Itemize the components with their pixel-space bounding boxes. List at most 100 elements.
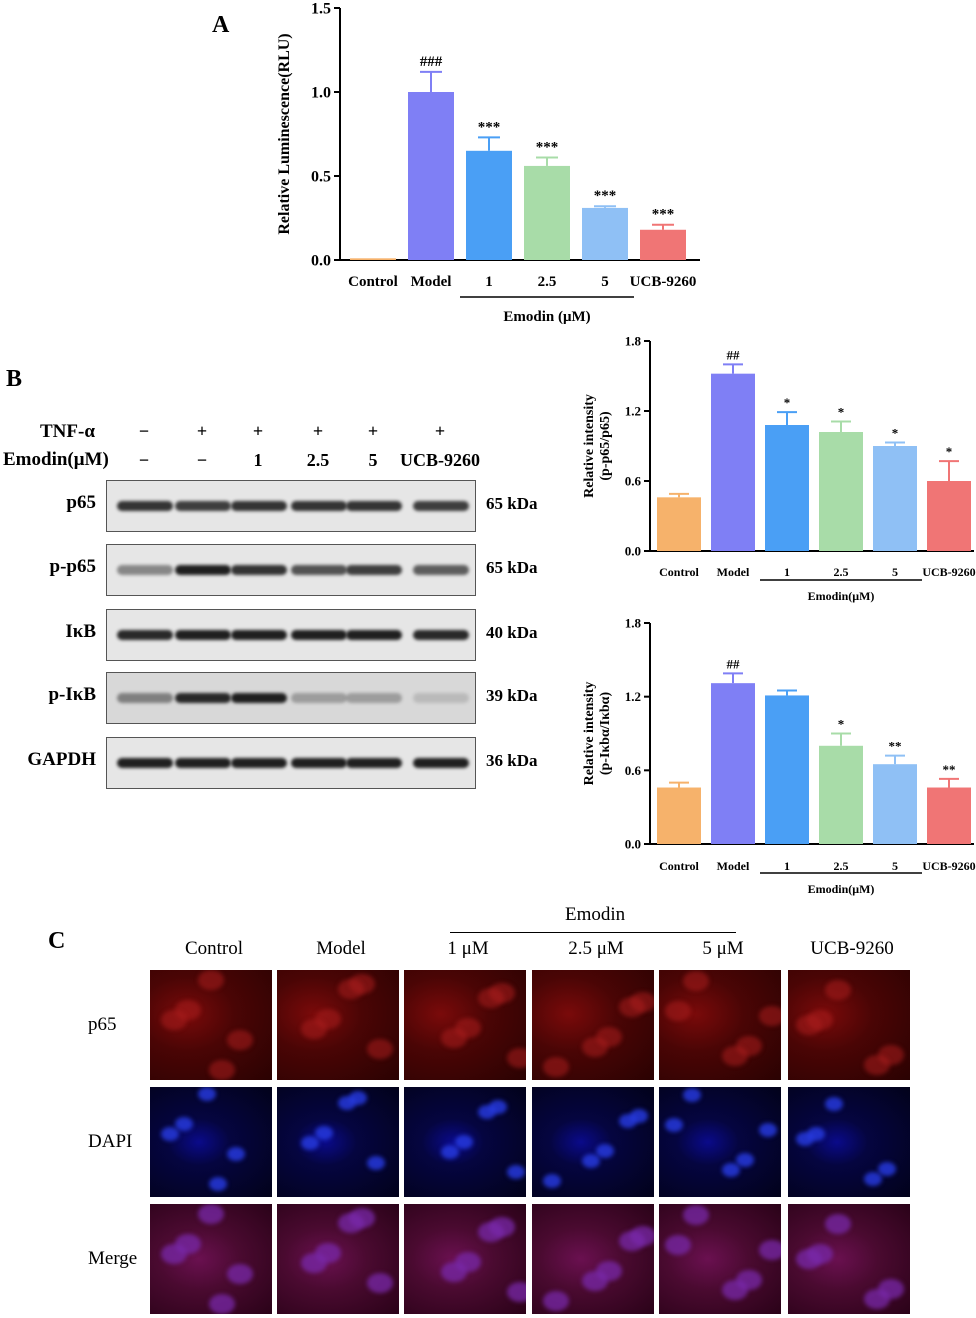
blot-band (117, 565, 173, 575)
bar (657, 497, 701, 551)
blot-kda-label: 40 kDa (486, 623, 538, 642)
blot-band (291, 758, 347, 768)
nucleus-mark (683, 1088, 701, 1102)
nucleus-mark (619, 1114, 637, 1128)
blot-protein-label: IκB (65, 621, 96, 642)
cell-mark (759, 1240, 781, 1260)
microscopy-tile (404, 1087, 526, 1197)
microscopy-tile (277, 970, 399, 1080)
nucleus-mark (227, 1147, 245, 1161)
microscopy-column-label: 1 μM (447, 938, 489, 959)
significance-label: * (838, 405, 845, 420)
cell-mark (338, 1213, 364, 1233)
microscopy-column-label: 5 μM (702, 938, 744, 959)
cell-mark (619, 1231, 645, 1251)
category-label: Model (717, 565, 750, 579)
emodin-condition: − (196, 450, 208, 470)
blot-band (175, 630, 231, 640)
blot-band (175, 693, 231, 703)
microscopy-tile (150, 970, 272, 1080)
cell-mark (367, 1039, 393, 1059)
luminescence-chart: 0.0 0.5 1.0 1.5 Relative Luminescence(RLU) Co… (276, 1, 700, 325)
cell-mark (796, 1015, 822, 1035)
microscopy-tile (277, 1087, 399, 1197)
nucleus-mark (338, 1096, 356, 1110)
nucleus-mark (864, 1172, 882, 1186)
tnf-condition: + (252, 421, 264, 441)
significance-label: ** (889, 739, 902, 754)
cell-mark (582, 1037, 608, 1057)
nucleus-mark (543, 1174, 561, 1188)
blot-band (231, 565, 287, 575)
cell-mark (759, 1006, 781, 1026)
cell-mark (722, 1046, 748, 1066)
ikb-ratio-chart: 0.0 0.6 1.2 1.8 Relative intensity (p-Iκbα/Iκ… (582, 616, 976, 896)
nucleus-mark (209, 1177, 227, 1191)
bar (765, 425, 809, 551)
microscopy-tile (150, 1087, 272, 1197)
cell-mark (198, 1204, 224, 1224)
cell-mark (665, 1001, 691, 1021)
cell-mark (683, 1205, 709, 1225)
nucleus-mark (825, 1097, 843, 1111)
cell-mark (301, 1253, 327, 1273)
microscopy-tile (659, 970, 781, 1080)
category-label: 1 (784, 565, 790, 579)
tnf-condition: + (312, 421, 324, 441)
bar (765, 695, 809, 844)
nucleus-mark (441, 1145, 459, 1159)
blot-band (291, 630, 347, 640)
blot-protein-label: p65 (66, 492, 96, 513)
cell-mark (582, 1271, 608, 1291)
bar (711, 683, 755, 844)
y-tick-label: 0.0 (625, 544, 641, 559)
significance-label: ## (727, 656, 741, 671)
cell-mark (161, 1010, 187, 1030)
blot-band (346, 758, 402, 768)
panel-c-letter: C (48, 928, 66, 954)
cell-mark (665, 1235, 691, 1255)
bar (657, 787, 701, 844)
category-label: 5 (892, 859, 898, 873)
bar (873, 446, 917, 551)
nucleus-mark (582, 1154, 600, 1168)
y-axis-label: Relative intensity (582, 682, 597, 786)
category-label: Model (411, 274, 452, 290)
blot-protein-label: GAPDH (27, 749, 96, 770)
cell-mark (722, 1280, 748, 1300)
blot-band (413, 630, 469, 640)
nucleus-mark (596, 1144, 614, 1158)
blot-band (231, 758, 287, 768)
y-tick-label: 0.6 (625, 763, 642, 778)
category-label: 2.5 (834, 859, 849, 873)
cell-mark (507, 1048, 526, 1068)
blot-band (231, 693, 287, 703)
y-tick-label: 1.2 (625, 689, 641, 704)
blot-kda-label: 65 kDa (486, 558, 538, 577)
cell-mark (796, 1249, 822, 1269)
microscopy-tile (277, 1204, 399, 1314)
emodin-condition: 1 (253, 450, 263, 470)
blot-band (175, 565, 231, 575)
bar (711, 373, 755, 551)
cell-mark (198, 970, 224, 990)
blot-image (106, 480, 476, 532)
cell-mark (209, 1294, 235, 1314)
significance-label: *** (652, 207, 675, 223)
cell-mark (543, 1291, 569, 1311)
y-axis-label: Relative Luminescence(RLU) (276, 33, 293, 234)
p65-ratio-chart: 0.0 0.6 1.2 1.8 Relative intensity (p-p65/p65… (582, 334, 976, 603)
significance-label: * (838, 717, 845, 732)
microscopy-column-label: 2.5 μM (568, 938, 624, 959)
bar (582, 207, 628, 260)
blot-band (413, 501, 469, 511)
blot-band (346, 693, 402, 703)
cell-mark (543, 1057, 569, 1077)
bar (408, 92, 454, 260)
significance-label: ## (727, 347, 741, 362)
cell-mark (161, 1244, 187, 1264)
bar (524, 165, 570, 260)
y-tick-label: 1.8 (625, 334, 642, 349)
nucleus-mark (478, 1105, 496, 1119)
blot-image (106, 609, 476, 661)
